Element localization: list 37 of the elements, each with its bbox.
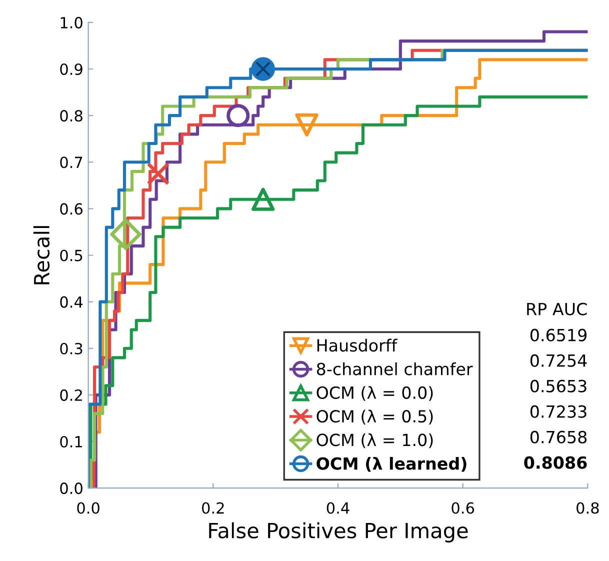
y-tick-label: 0.1: [60, 436, 82, 448]
x-tick-label: 0.8: [576, 502, 599, 514]
y-tick-label: 0.6: [60, 203, 82, 215]
annotation: 0.7658: [530, 430, 587, 444]
annotation: 0.8086: [524, 456, 587, 469]
annotation: 0.7254: [530, 354, 587, 367]
point: [252, 188, 275, 211]
annotation: 0.7233: [530, 405, 586, 418]
point: [146, 162, 170, 186]
legend-label: 8-channel chamfer: [316, 362, 473, 376]
y-tick-label: 0.9: [60, 63, 82, 76]
y-tick-label: 1.0: [60, 16, 82, 28]
y-tick-label: 0.7: [60, 156, 82, 168]
point: [110, 218, 142, 250]
annotation: 0.5653: [530, 380, 586, 392]
x-tick-label: 0.6: [452, 502, 474, 514]
point: [226, 104, 250, 128]
y-tick-label: 0.8: [60, 110, 82, 122]
point: [295, 113, 318, 136]
legend-label: OCM (λ = 1.0): [316, 433, 433, 448]
x-tick-label: 0.0: [77, 502, 100, 514]
annotation: RP AUC: [527, 302, 587, 316]
x-axis-title: False Positives Per Image: [209, 522, 468, 542]
legend-label: OCM (λ = 0.5): [316, 410, 433, 425]
y-tick-label: 0.5: [60, 250, 82, 262]
point: [251, 57, 275, 81]
y-tick-label: 0.2: [60, 389, 82, 401]
annotation: 0.6519: [530, 328, 587, 342]
x-tick-label: 0.2: [202, 502, 224, 514]
y-axis-title: Recall: [33, 226, 50, 284]
legend-label: OCM (λ = 0.0): [316, 386, 433, 401]
legend-label: OCM (λ learned): [316, 456, 466, 472]
legend-label: Hausdorff: [317, 338, 398, 352]
x-tick-label: 0.4: [326, 502, 350, 514]
y-tick-label: 0.3: [60, 342, 82, 354]
y-tick-label: 0.0: [60, 482, 82, 494]
y-tick-label: 0.4: [60, 296, 83, 308]
